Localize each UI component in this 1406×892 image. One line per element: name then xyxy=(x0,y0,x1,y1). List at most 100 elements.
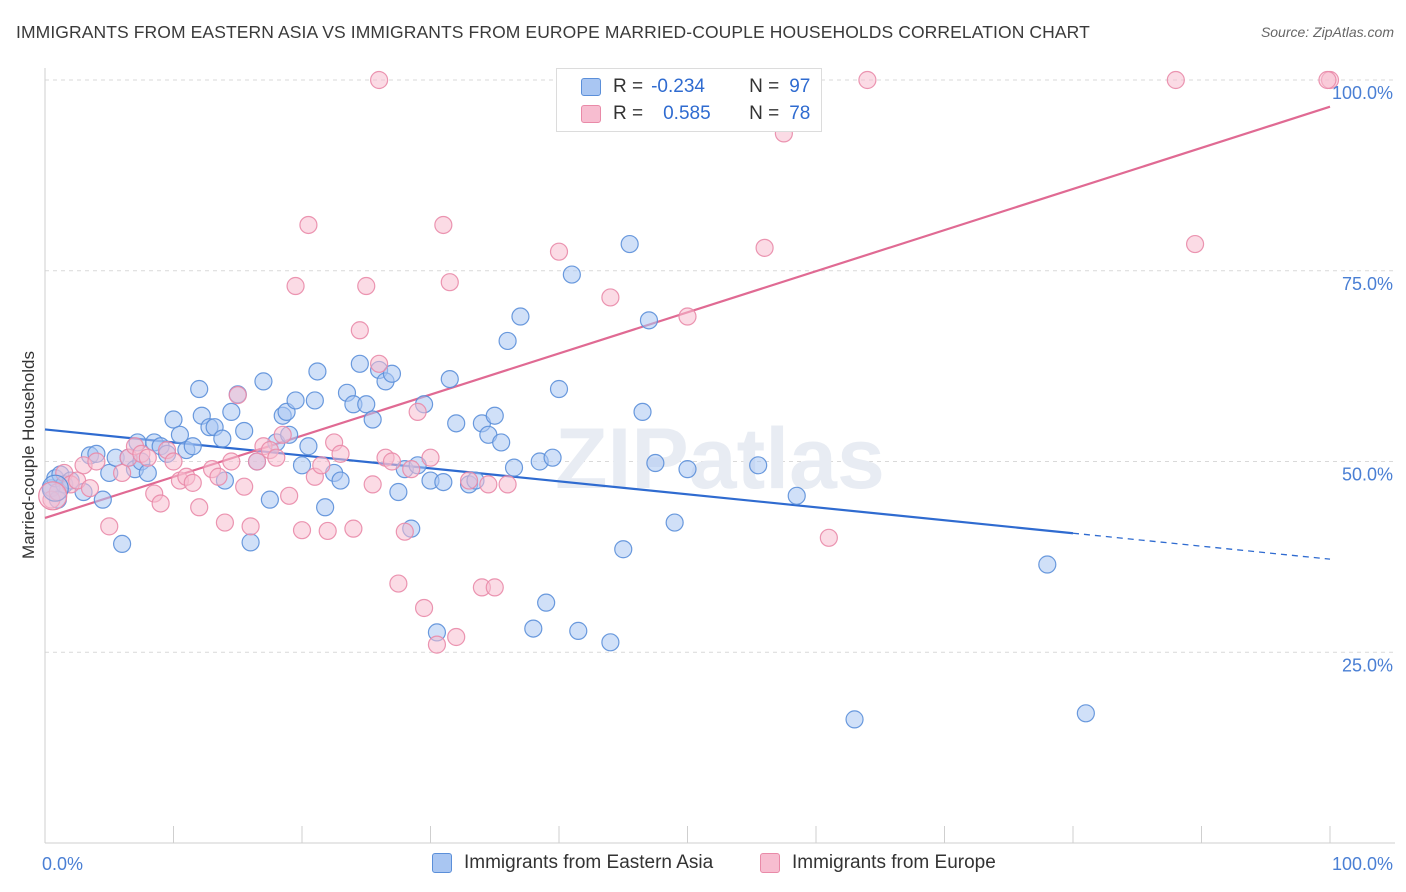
europe-point xyxy=(228,386,247,405)
eastern-asia-point xyxy=(316,498,335,517)
europe-point xyxy=(286,276,305,296)
europe-point xyxy=(331,444,350,463)
legend-r-label: R = xyxy=(613,76,644,97)
europe-point xyxy=(100,517,119,536)
europe-point xyxy=(247,452,267,471)
eastern-asia-point xyxy=(350,354,369,373)
europe-point xyxy=(1185,234,1205,254)
europe-point xyxy=(434,215,453,235)
europe-point xyxy=(235,477,254,496)
eastern-asia-point xyxy=(492,433,511,452)
y-tick-label: 75.0% xyxy=(1342,274,1393,294)
legend-r-label: R = xyxy=(613,103,644,124)
eastern-asia-point xyxy=(389,482,408,502)
eastern-asia-point xyxy=(93,490,112,509)
eastern-asia-point xyxy=(331,471,350,490)
europe-point xyxy=(485,578,504,597)
europe-point xyxy=(112,463,132,483)
legend-row-eastern-asia: R = -0.234 N = 97 xyxy=(581,75,810,99)
eastern-asia-point xyxy=(41,474,69,502)
y-tick-label: 100.0% xyxy=(1332,83,1393,103)
series-legend: Immigrants from Eastern Asia Immigrants … xyxy=(0,852,1406,878)
europe-point xyxy=(164,452,183,471)
legend-swatch-pink xyxy=(581,105,601,123)
europe-point xyxy=(440,273,459,292)
eastern-asia-point xyxy=(1038,555,1057,574)
eastern-asia-point xyxy=(363,410,382,429)
eastern-asia-point xyxy=(286,391,305,410)
eastern-asia-point xyxy=(665,513,684,532)
x-tick-label: 100.0% xyxy=(1332,854,1393,874)
eastern-asia-point xyxy=(164,410,183,429)
eastern-asia-point xyxy=(749,456,768,475)
europe-point xyxy=(299,215,318,235)
eastern-asia-point xyxy=(138,463,157,483)
europe-point xyxy=(87,452,106,471)
eastern-asia-point xyxy=(222,402,241,422)
eastern-asia-point xyxy=(633,402,652,422)
europe-point xyxy=(363,475,382,494)
watermark: ZIPatlas xyxy=(555,411,885,507)
series-swatch-pink xyxy=(760,853,780,873)
europe-point xyxy=(1166,70,1185,90)
eastern-asia-point xyxy=(485,406,504,425)
eastern-asia-point xyxy=(646,453,665,473)
legend-r-value: 0.585 xyxy=(663,103,711,124)
y-tick-label: 25.0% xyxy=(1342,655,1393,675)
europe-point xyxy=(414,598,434,618)
series-legend-eastern-asia: Immigrants from Eastern Asia xyxy=(432,852,713,874)
eastern-asia-point xyxy=(183,437,202,456)
series-legend-europe: Immigrants from Europe xyxy=(760,852,996,874)
legend-n-label: N = xyxy=(749,103,780,124)
europe-point xyxy=(370,354,389,373)
europe-point xyxy=(408,402,427,422)
eastern-asia-trend-extension xyxy=(1072,532,1331,560)
europe-point xyxy=(209,467,228,486)
eastern-asia-point xyxy=(305,391,324,410)
europe-point xyxy=(395,522,414,541)
y-axis-label: Married-couple Households xyxy=(19,351,38,559)
eastern-asia-point xyxy=(112,534,132,554)
legend-n-value: 78 xyxy=(789,103,811,124)
eastern-asia-point xyxy=(498,331,517,351)
europe-point xyxy=(459,471,479,490)
europe-point xyxy=(678,307,697,326)
correlation-legend: R = -0.234 N = 97 R = 0.585 N = 78 xyxy=(556,68,822,132)
legend-r-value: -0.234 xyxy=(651,76,705,97)
data-points xyxy=(38,70,1340,729)
europe-point xyxy=(344,519,363,538)
europe-point xyxy=(427,635,447,654)
eastern-asia-point xyxy=(254,372,273,391)
eastern-asia-point xyxy=(260,490,279,509)
eastern-asia-point xyxy=(620,234,639,254)
europe-point xyxy=(38,481,68,511)
europe-point xyxy=(80,479,100,498)
legend-n-label: N = xyxy=(749,76,780,97)
eastern-asia-point xyxy=(569,621,588,640)
eastern-asia-trend-line xyxy=(44,428,1074,535)
europe-point xyxy=(479,475,498,494)
x-tick-label: 0.0% xyxy=(42,854,83,874)
europe-point xyxy=(138,448,157,467)
eastern-asia-point xyxy=(382,364,402,383)
eastern-asia-point xyxy=(543,448,562,467)
eastern-asia-point xyxy=(241,533,260,552)
eastern-asia-point xyxy=(292,456,312,475)
series-swatch-blue xyxy=(432,853,452,873)
europe-point xyxy=(280,486,299,505)
europe-point xyxy=(292,521,312,540)
legend-n-value: 97 xyxy=(789,76,811,97)
legend-row-europe: R = 0.585 N = 78 xyxy=(581,102,810,126)
europe-point xyxy=(755,238,774,257)
eastern-asia-point xyxy=(678,460,697,479)
eastern-asia-point xyxy=(601,633,620,652)
europe-point xyxy=(215,513,234,532)
europe-point xyxy=(1318,70,1337,90)
eastern-asia-point xyxy=(562,265,581,284)
europe-point xyxy=(241,517,260,536)
europe-point xyxy=(447,627,466,647)
europe-point xyxy=(267,448,286,467)
eastern-asia-point xyxy=(524,619,543,638)
europe-point xyxy=(222,452,241,471)
eastern-asia-point xyxy=(299,437,318,456)
